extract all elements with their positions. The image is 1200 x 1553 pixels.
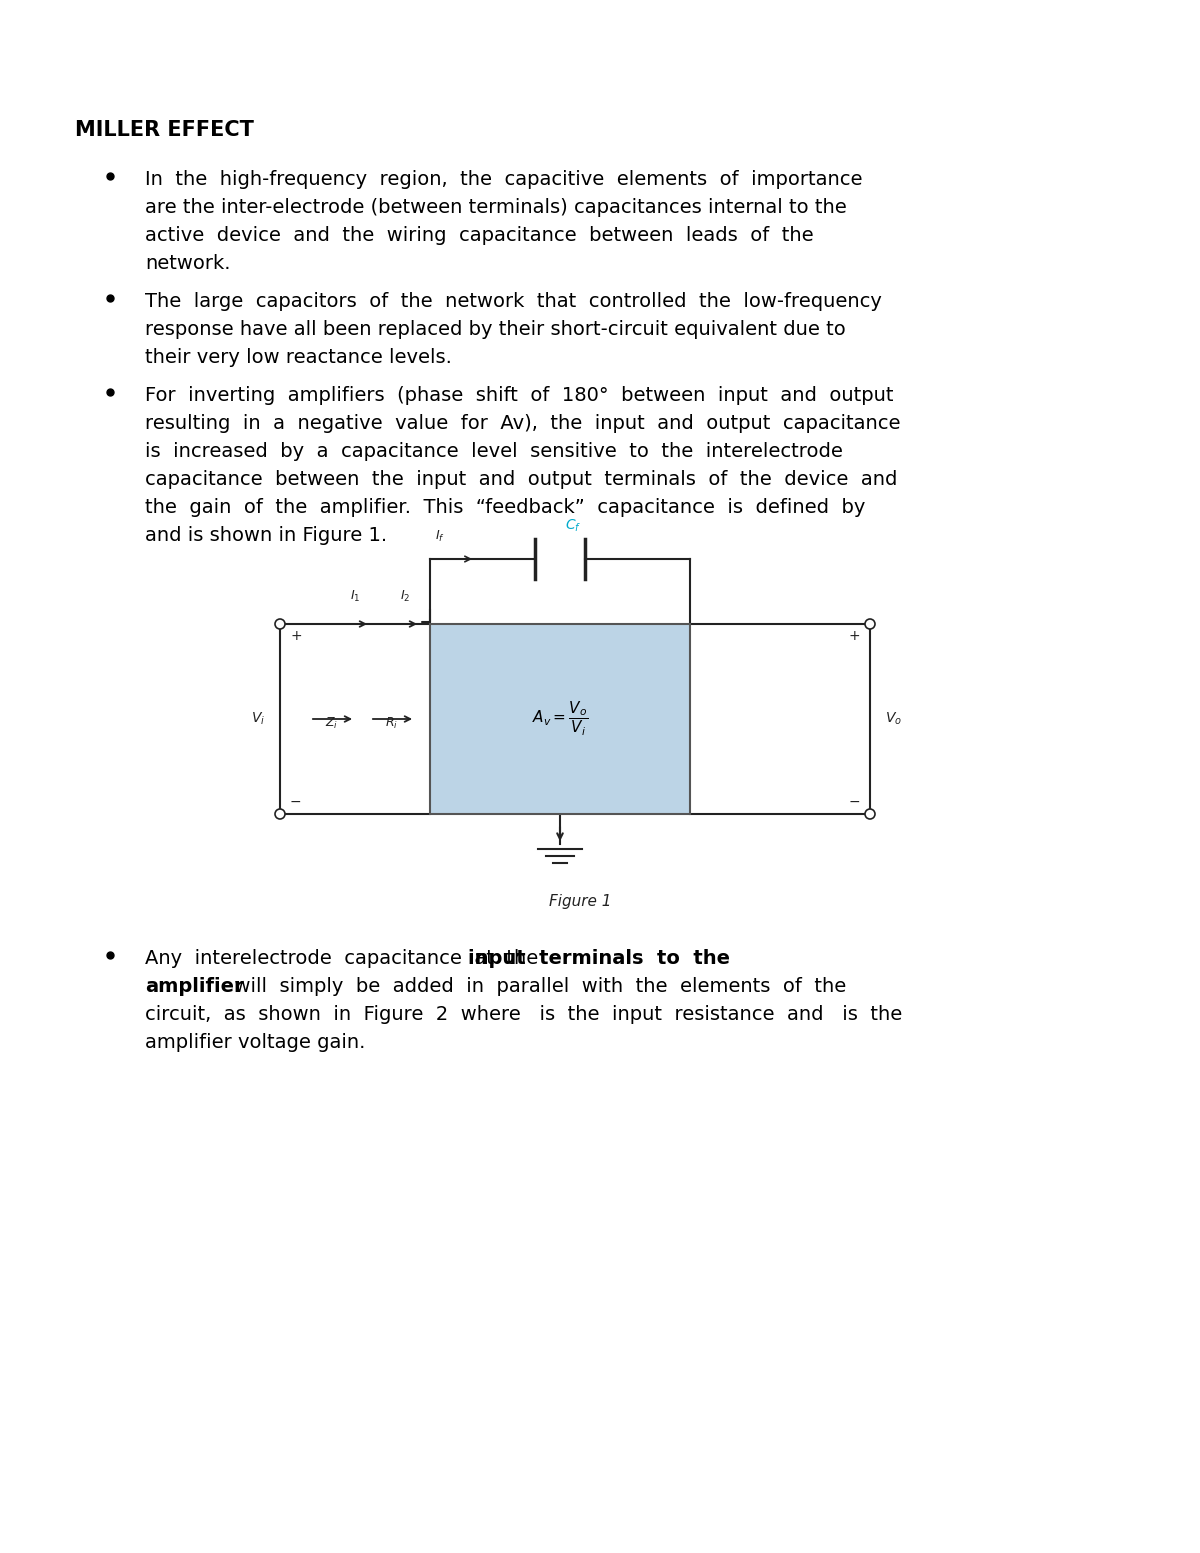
Text: In  the  high-frequency  region,  the  capacitive  elements  of  importance: In the high-frequency region, the capaci… [145,169,863,189]
Text: their very low reactance levels.: their very low reactance levels. [145,348,452,367]
Text: the  gain  of  the  amplifier.  This  “feedback”  capacitance  is  defined  by: the gain of the amplifier. This “feedbac… [145,499,865,517]
Text: +: + [848,629,860,643]
Text: response have all been replaced by their short-circuit equivalent due to: response have all been replaced by their… [145,320,846,339]
Text: $I_1$: $I_1$ [349,589,360,604]
Text: The  large  capacitors  of  the  network  that  controlled  the  low-frequency: The large capacitors of the network that… [145,292,882,311]
Text: Figure 1: Figure 1 [548,895,611,909]
Text: $V_o$: $V_o$ [886,711,902,727]
Text: $I_2$: $I_2$ [400,589,410,604]
Text: are the inter-electrode (between terminals) capacitances internal to the: are the inter-electrode (between termina… [145,197,847,217]
Text: +: + [290,629,301,643]
Text: −: − [848,795,860,809]
Text: network.: network. [145,255,230,273]
Text: amplifier: amplifier [145,977,244,995]
Text: $I_f$: $I_f$ [436,530,445,544]
Text: $V_i$: $V_i$ [251,711,265,727]
Text: capacitance  between  the  input  and  output  terminals  of  the  device  and: capacitance between the input and output… [145,471,898,489]
Circle shape [275,620,286,629]
Text: active  device  and  the  wiring  capacitance  between  leads  of  the: active device and the wiring capacitance… [145,227,814,245]
Text: is  increased  by  a  capacitance  level  sensitive  to  the  interelectrode: is increased by a capacitance level sens… [145,443,842,461]
Circle shape [865,809,875,818]
Text: $A_v = \dfrac{V_o}{V_i}$: $A_v = \dfrac{V_o}{V_i}$ [532,700,588,738]
Text: $R_i$: $R_i$ [385,716,398,731]
Text: circuit,  as  shown  in  Figure  2  where   is  the  input  resistance  and   is: circuit, as shown in Figure 2 where is t… [145,1005,902,1023]
Text: amplifier voltage gain.: amplifier voltage gain. [145,1033,365,1051]
Text: and is shown in Figure 1.: and is shown in Figure 1. [145,526,388,545]
Text: −: − [290,795,301,809]
Text: $C_f$: $C_f$ [565,517,581,534]
Text: resulting  in  a  negative  value  for  Av),  the  input  and  output  capacitan: resulting in a negative value for Av), t… [145,415,900,433]
Text: will  simply  be  added  in  parallel  with  the  elements  of  the: will simply be added in parallel with th… [222,977,846,995]
Text: input  terminals  to  the: input terminals to the [468,949,730,968]
Circle shape [275,809,286,818]
Circle shape [865,620,875,629]
Text: $Z_i$: $Z_i$ [325,716,338,731]
Text: Any  interelectrode  capacitance  at  the: Any interelectrode capacitance at the [145,949,551,968]
Text: For  inverting  amplifiers  (phase  shift  of  180°  between  input  and  output: For inverting amplifiers (phase shift of… [145,387,894,405]
Text: MILLER EFFECT: MILLER EFFECT [74,120,254,140]
Bar [430,624,690,814]
